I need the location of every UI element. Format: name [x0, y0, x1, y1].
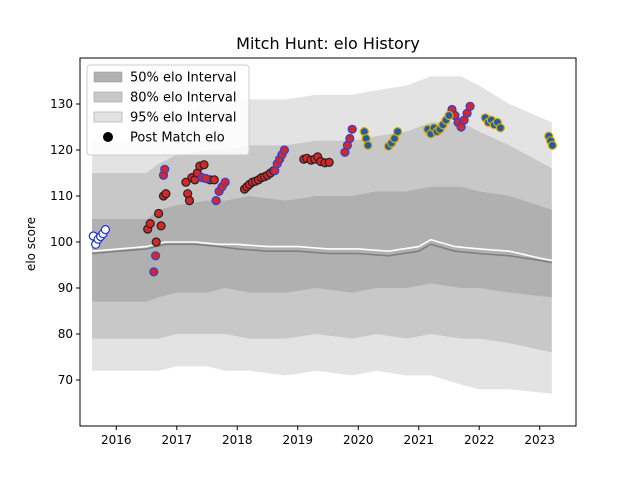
- post-match-point: [156, 221, 166, 231]
- x-tick-label: 2019: [282, 433, 313, 447]
- legend-label: 80% elo Interval: [130, 91, 237, 106]
- post-match-point: [181, 177, 191, 187]
- post-match-point: [211, 196, 221, 206]
- post-match-point: [151, 237, 161, 247]
- x-tick-label: 2021: [403, 433, 434, 447]
- post-match-point: [363, 140, 373, 150]
- y-tick-label: 120: [50, 143, 73, 157]
- legend-box: [86, 64, 250, 156]
- post-match-point: [495, 123, 505, 133]
- interval-50-band: [92, 186, 552, 302]
- legend-label: 50% elo Interval: [130, 71, 237, 86]
- y-tick-label: 100: [50, 235, 73, 249]
- y-axis-label: elo score: [24, 217, 38, 271]
- post-match-point: [547, 140, 558, 150]
- plot-area: [88, 76, 558, 394]
- y-tick-label: 80: [58, 327, 73, 341]
- chart-title: Mitch Hunt: elo History: [236, 34, 420, 53]
- x-tick-label: 2022: [464, 433, 495, 447]
- y-tick-label: 130: [50, 97, 73, 111]
- post-match-point: [151, 251, 161, 261]
- post-match-point: [465, 101, 475, 111]
- legend-swatch: [93, 71, 123, 83]
- post-match-point: [154, 208, 164, 219]
- x-tick-label: 2020: [343, 433, 374, 447]
- post-match-point: [209, 175, 219, 185]
- post-match-point: [279, 145, 289, 155]
- post-match-point: [347, 124, 357, 134]
- legend-swatch: [93, 91, 123, 103]
- post-match-point: [444, 110, 454, 121]
- legend-marker: [103, 132, 113, 142]
- post-match-point: [201, 173, 211, 184]
- post-match-point: [324, 157, 334, 167]
- y-tick-label: 70: [58, 373, 73, 387]
- post-match-point: [393, 127, 403, 137]
- x-tick-label: 2016: [101, 433, 132, 447]
- x-tick-label: 2023: [524, 433, 555, 447]
- legend-label: Post Match elo: [130, 131, 225, 146]
- post-match-point: [345, 133, 355, 144]
- legend: 50% elo Interval 80% elo Interval 95% elo …: [86, 64, 250, 156]
- post-match-point: [145, 219, 155, 229]
- post-match-point: [100, 225, 111, 235]
- y-tick-label: 90: [58, 281, 73, 295]
- axes: 2016 2017 2018 2019 2020 2021 2022 2023 70 80 90 10…: [50, 57, 577, 447]
- y-tick-label: 110: [50, 189, 73, 203]
- median-elo-line: [92, 243, 552, 264]
- post-match-point: [199, 160, 209, 170]
- x-tick-label: 2017: [162, 433, 193, 447]
- legend-label: 95% elo Interval: [130, 111, 237, 126]
- mean-elo-line: [92, 238, 552, 262]
- post-match-point: [161, 189, 171, 199]
- post-match-point: [160, 164, 170, 174]
- x-tick-label: 2018: [222, 433, 253, 447]
- plot-content: [88, 76, 558, 394]
- post-match-point: [220, 177, 230, 187]
- post-match-point: [184, 196, 195, 206]
- legend-swatch: [93, 111, 123, 123]
- post-match-point: [149, 267, 159, 277]
